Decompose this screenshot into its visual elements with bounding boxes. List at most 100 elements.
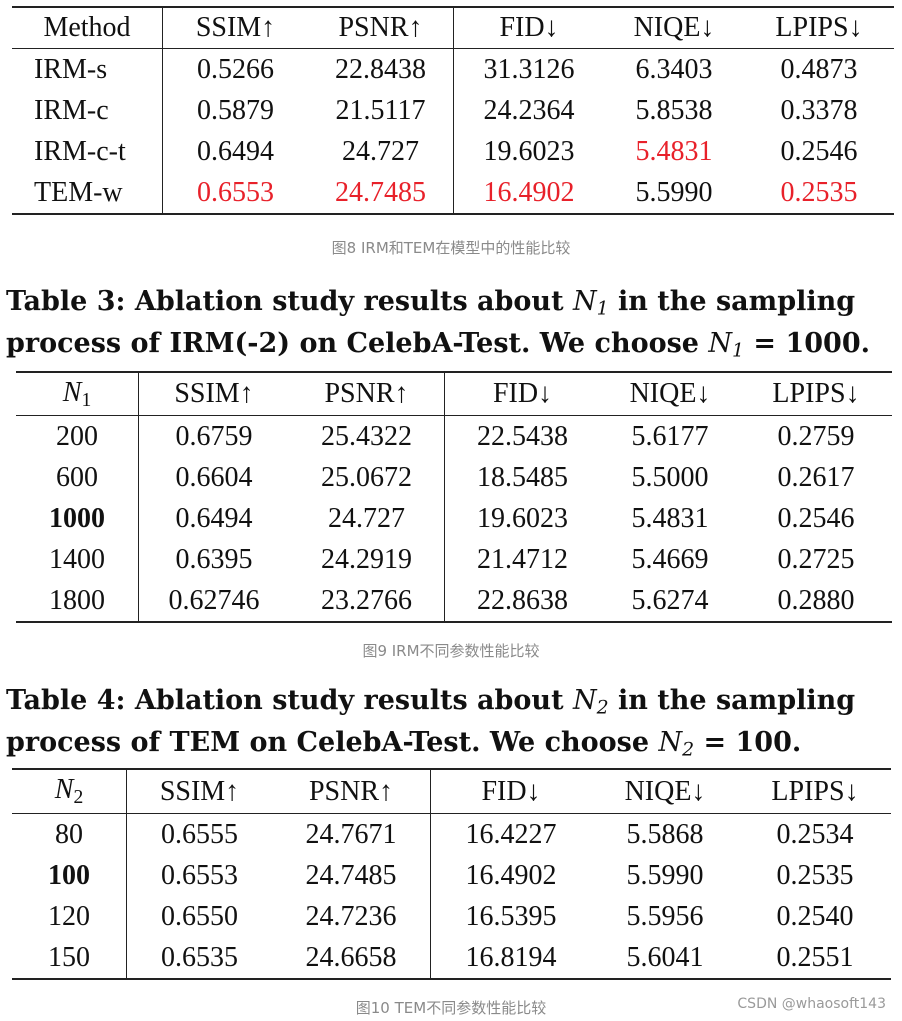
column-header-psnr: PSNR↑ [308,7,454,49]
n2-cell: 80 [12,813,127,855]
lpips-cell: 0.2880 [777,584,855,616]
fid-cell: 16.4902 [465,859,557,891]
ssim-cell: 0.5266 [197,53,274,85]
fid-cell: 22.8638 [477,584,568,616]
psnr-cell: 24.6658 [272,937,431,979]
niqe-cell: 5.5990 [626,859,704,891]
niqe-cell-best: 5.4831 [635,135,713,167]
ssim-cell: 0.6604 [175,461,253,493]
column-header-niqe: NIQE↓ [600,372,740,416]
fid-cell: 16.4227 [465,818,557,850]
psnr-cell-best: 24.7485 [308,172,454,214]
psnr-cell: 21.5117 [308,90,454,131]
lpips-cell: 0.4873 [780,53,858,85]
niqe-cell: 5.6041 [626,941,704,973]
lpips-cell: 0.2546 [777,502,855,534]
column-header-niqe: NIQE↓ [604,7,744,49]
column-header-n1: N1 [16,372,139,416]
column-header-psnr: PSNR↑ [289,372,445,416]
n1-cell: 1400 [16,539,139,580]
ssim-cell: 0.6550 [161,900,238,932]
table-row: 1800 0.62746 23.2766 22.8638 5.6274 0.28… [16,580,892,622]
fid-cell: 22.5438 [477,420,568,452]
n1-cell-chosen: 1000 [16,498,139,539]
table-row: 1400 0.6395 24.2919 21.4712 5.4669 0.272… [16,539,892,580]
table-row: 100 0.6553 24.7485 16.4902 5.5990 0.2535 [12,855,891,896]
niqe-cell: 5.6177 [631,420,709,452]
lpips-cell: 0.2540 [776,900,854,932]
table-header-row: N2 SSIM↑ PSNR↑ FID↓ NIQE↓ LPIPS↓ [12,769,891,814]
lpips-cell: 0.2725 [777,543,855,575]
niqe-cell: 5.5000 [631,461,709,493]
column-header-ssim: SSIM↑ [138,372,289,416]
table4-title-line2: process of TEM on CelebA-Test. We choose… [6,727,802,761]
ssim-cell: 0.5879 [197,94,274,126]
column-header-lpips: LPIPS↓ [744,7,894,49]
fid-cell: 24.2364 [483,94,575,126]
ssim-cell-best: 0.6553 [197,176,274,208]
fid-cell: 16.8194 [465,941,557,973]
n1-cell: 1800 [16,580,139,622]
table-row: 600 0.6604 25.0672 18.5485 5.5000 0.2617 [16,457,892,498]
column-header-ssim: SSIM↑ [126,769,272,814]
fid-cell: 18.5485 [477,461,568,493]
niqe-cell: 5.5956 [626,900,704,932]
table-row: IRM-c-t 0.6494 24.727 19.6023 5.4831 0.2… [12,131,894,172]
n1-cell: 600 [16,457,139,498]
column-header-fid: FID↓ [430,769,591,814]
niqe-cell: 5.6274 [631,584,709,616]
n1-ablation-table: N1 SSIM↑ PSNR↑ FID↓ NIQE↓ LPIPS↓ 200 0.6… [16,371,892,623]
lpips-cell-best: 0.2535 [780,176,858,208]
psnr-cell: 24.7485 [272,855,431,896]
psnr-cell: 24.7236 [272,896,431,937]
psnr-cell: 25.0672 [289,457,445,498]
column-header-niqe: NIQE↓ [591,769,739,814]
figure-caption-10: 图10 TEM不同参数性能比较 [355,999,547,1017]
column-header-fid: FID↓ [444,372,600,416]
column-header-fid: FID↓ [453,7,604,49]
psnr-cell: 24.727 [308,131,454,172]
ssim-cell: 0.62746 [168,584,260,616]
column-header-method: Method [12,7,163,49]
method-cell: IRM-c-t [12,131,163,172]
table-row: 80 0.6555 24.7671 16.4227 5.5868 0.2534 [12,813,891,855]
ssim-cell: 0.6553 [161,859,238,891]
column-header-psnr: PSNR↑ [272,769,431,814]
n2-cell-chosen: 100 [12,855,127,896]
lpips-cell: 0.3378 [780,94,858,126]
n2-ablation-table: N2 SSIM↑ PSNR↑ FID↓ NIQE↓ LPIPS↓ 80 0.65… [12,768,891,980]
table-row: 120 0.6550 24.7236 16.5395 5.5956 0.2540 [12,896,891,937]
table-row: IRM-c 0.5879 21.5117 24.2364 5.8538 0.33… [12,90,894,131]
ssim-cell: 0.6494 [175,502,253,534]
lpips-cell: 0.2551 [776,941,854,973]
table4-title-line1: Table 4: Ablation study results about N2… [6,685,856,719]
lpips-cell: 0.2535 [776,859,854,891]
psnr-cell: 25.4322 [289,415,445,457]
method-cell: IRM-c [12,90,163,131]
niqe-cell: 5.4669 [631,543,709,575]
column-header-lpips: LPIPS↓ [740,372,892,416]
table-row: TEM-w 0.6553 24.7485 16.4902 5.5990 0.25… [12,172,894,214]
table3-title-line1: Table 3: Ablation study results about N1… [6,286,856,320]
table-row: IRM-s 0.5266 22.8438 31.3126 6.3403 0.48… [12,48,894,90]
niqe-cell: 5.5990 [635,176,713,208]
lpips-cell: 0.2617 [777,461,855,493]
psnr-cell: 24.7671 [272,813,431,855]
method-cell: TEM-w [12,172,163,214]
psnr-cell: 24.727 [289,498,445,539]
psnr-cell: 22.8438 [308,48,454,90]
table-row: 150 0.6535 24.6658 16.8194 5.6041 0.2551 [12,937,891,979]
n2-cell: 150 [12,937,127,979]
n1-cell: 200 [16,415,139,457]
fid-cell: 19.6023 [477,502,568,534]
figure-caption-9: 图9 IRM不同参数性能比较 [362,642,540,660]
table-header-row: Method SSIM↑ PSNR↑ FID↓ NIQE↓ LPIPS↓ [12,7,894,49]
fid-cell: 19.6023 [483,135,575,167]
ssim-cell: 0.6494 [197,135,274,167]
n2-cell: 120 [12,896,127,937]
ssim-cell: 0.6535 [161,941,238,973]
column-header-n2: N2 [12,769,127,814]
lpips-cell: 0.2534 [776,818,854,850]
niqe-cell: 5.4831 [631,502,709,534]
niqe-cell: 5.5868 [626,818,704,850]
